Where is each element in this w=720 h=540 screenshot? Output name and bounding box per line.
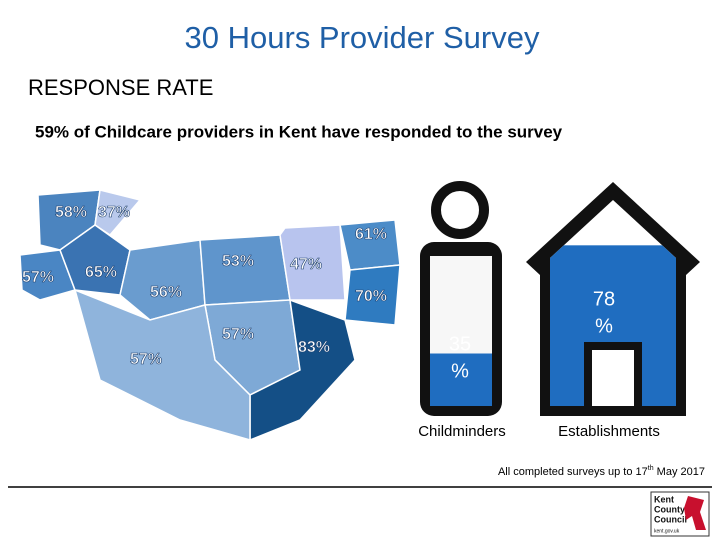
region-label: 57% xyxy=(22,269,54,286)
logo-url: kent.gov.uk xyxy=(654,528,680,534)
hatch xyxy=(430,256,492,354)
footnote-rest: May 2017 xyxy=(654,466,705,478)
logo-text: County xyxy=(654,504,685,514)
region-label: 70% xyxy=(355,288,387,305)
logo-horse xyxy=(684,496,706,530)
region-label: 37% xyxy=(98,204,130,221)
region-label: 57% xyxy=(130,351,162,368)
footnote: All completed surveys up to 17th May 201… xyxy=(498,465,705,478)
region xyxy=(73,288,251,441)
heading: RESPONSE RATE xyxy=(28,75,213,100)
region-label: 83% xyxy=(298,339,330,356)
region-label: 58% xyxy=(55,204,87,221)
footnote-text: All completed surveys up to 17 xyxy=(498,466,648,478)
logo-text: Council xyxy=(654,514,687,524)
fill-level xyxy=(430,353,492,406)
region-label: 53% xyxy=(222,253,254,270)
value-label: 35 xyxy=(449,333,471,355)
region xyxy=(279,224,346,301)
region-label: 56% xyxy=(150,284,182,301)
value-label: 78 xyxy=(593,288,615,310)
icon-caption: Establishments xyxy=(558,423,660,440)
value-label: % xyxy=(451,360,469,382)
title: 30 Hours Provider Survey xyxy=(185,20,540,55)
door xyxy=(584,342,642,414)
region-label: 47% xyxy=(290,256,322,273)
value-label: % xyxy=(595,315,613,337)
region-label: 61% xyxy=(355,226,387,243)
icon-caption: Childminders xyxy=(418,423,506,440)
region xyxy=(344,264,401,326)
region xyxy=(19,249,76,301)
region-label: 65% xyxy=(85,264,117,281)
region-label: 57% xyxy=(222,326,254,343)
logo-text: Kent xyxy=(654,494,674,504)
region xyxy=(249,298,356,442)
map xyxy=(19,189,401,442)
footnote-sup: th xyxy=(648,465,654,472)
summary: 59% of Childcare providers in Kent have … xyxy=(35,122,563,141)
